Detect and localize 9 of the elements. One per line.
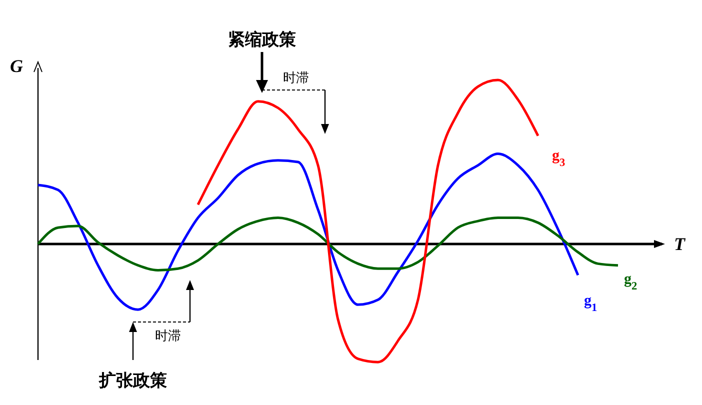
y-axis-title: G — [10, 56, 23, 76]
annotation: 时滞 — [283, 71, 309, 86]
x-axis-title: T — [674, 234, 686, 254]
text: 紧缩政策 — [228, 30, 296, 50]
text: 扩张政策 — [98, 371, 167, 391]
series-label: g$_{3}$ — [552, 148, 566, 169]
series-label: g$_{1}$ — [584, 293, 598, 314]
annotation: 时滞 — [155, 329, 181, 344]
series-label: g$_{2}$ — [624, 271, 638, 292]
